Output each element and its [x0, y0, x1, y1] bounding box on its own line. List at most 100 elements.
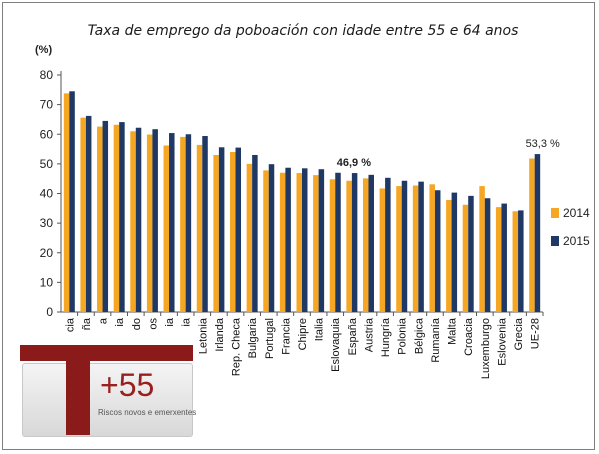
annotations: 46,9 % 53,3 % [337, 138, 560, 169]
bar-2015 [202, 136, 208, 312]
bar-2014 [446, 200, 452, 312]
bar-2015 [385, 177, 391, 312]
bar-2014 [279, 172, 286, 312]
bar-2014 [130, 131, 136, 312]
bar-2014 [412, 185, 419, 312]
bar-2014 [313, 175, 319, 312]
bar-2014 [230, 152, 236, 312]
logo-t-bar [20, 345, 193, 361]
bar-2014 [163, 145, 170, 312]
x-tick-label: a [98, 317, 110, 324]
bar-2014 [180, 136, 186, 312]
logo-tagline: Riscos novos e emerxentes [98, 408, 197, 417]
x-tick-label: cia [64, 317, 76, 332]
x-tick-label: Rumanía [430, 317, 442, 363]
x-tick-label: Austria [363, 317, 375, 352]
x-tick-label: do [131, 318, 143, 330]
bar-2015 [434, 190, 441, 312]
data-label: 46,9 % [337, 157, 371, 169]
bars [63, 91, 541, 313]
x-tick-label: Irlanda [214, 317, 226, 352]
x-tick-label: Croacia [463, 317, 475, 356]
bar-2015 [119, 122, 125, 312]
bar-2014 [512, 211, 519, 312]
y-tick-label: 40 [40, 187, 54, 201]
bar-2015 [218, 147, 225, 312]
bar-2015 [501, 203, 507, 312]
x-tick-label: Malta [447, 317, 459, 345]
bar-2014 [396, 186, 402, 312]
x-tick-label: Polonia [397, 317, 409, 355]
logo-background [22, 363, 193, 437]
x-tick-label: Luxemburgo [480, 318, 492, 379]
bar-2014 [213, 154, 219, 312]
bar-2015 [534, 154, 541, 312]
bar-2014 [63, 93, 70, 313]
bar-2014 [246, 163, 253, 312]
bar-2015 [135, 127, 142, 312]
x-tick-label: ña [81, 317, 93, 330]
bar-2014 [196, 144, 203, 312]
y-tick-label: 10 [40, 275, 54, 289]
x-tick-label: Eslovenia [496, 317, 508, 366]
y-tick-label: 50 [40, 157, 54, 171]
legend-label-2015: 2015 [563, 234, 590, 248]
y-tick-label: 70 [40, 98, 54, 112]
x-tick-label: ia [181, 317, 193, 326]
bar-2015 [169, 133, 175, 312]
bar-2015 [302, 168, 308, 312]
x-tick-label: Chipre [297, 318, 309, 350]
bar-2015 [368, 174, 374, 312]
bar-2015 [102, 120, 109, 312]
bar-2014 [495, 207, 502, 312]
bar-2014 [529, 158, 535, 312]
x-tick-label: Italia [314, 317, 326, 341]
bar-chart: Taxa de emprego da poboación con idade e… [35, 23, 590, 379]
x-tick-label: Hungría [380, 317, 392, 357]
legend-label-2014: 2014 [563, 206, 590, 220]
bar-2014 [296, 173, 302, 312]
bar-2015 [235, 147, 242, 312]
y-tick-label: 20 [40, 246, 54, 260]
y-unit-label: (%) [35, 44, 52, 56]
y-tick-label: 80 [40, 68, 54, 82]
bar-2015 [318, 169, 325, 312]
x-tick-label: Letonia [197, 317, 209, 354]
data-label: 53,3 % [526, 138, 560, 150]
x-tick-label: Bulgaria [247, 317, 259, 358]
bar-2014 [379, 188, 386, 312]
bar-2015 [518, 210, 524, 312]
bar-2015 [401, 180, 408, 312]
bar-2015 [285, 167, 291, 312]
x-tick-label: ia [114, 317, 126, 326]
bar-2014 [462, 204, 469, 312]
legend-swatch-2014 [551, 208, 559, 218]
bar-2014 [329, 179, 336, 312]
y-tick-label: 60 [40, 127, 54, 141]
bar-2014 [263, 170, 269, 312]
bar-2015 [152, 129, 158, 312]
x-tick-label: Portugal [264, 318, 276, 359]
x-tick-label: ia [164, 317, 176, 326]
bar-2014 [429, 184, 435, 312]
bar-2014 [80, 117, 86, 312]
bar-2015 [69, 91, 75, 312]
bar-2015 [185, 134, 192, 312]
x-tick-label: Francia [280, 317, 292, 355]
x-tick-label: Bélgica [413, 317, 425, 354]
bar-2015 [418, 181, 424, 312]
bar-2015 [252, 154, 258, 312]
bar-2014 [97, 126, 103, 312]
bar-2015 [468, 195, 474, 312]
axes: 0 10 20 30 40 50 60 70 80 [40, 68, 544, 319]
x-tick-label: Grecia [513, 317, 525, 350]
legend-swatch-2015 [551, 236, 559, 246]
bar-2015 [85, 115, 92, 312]
logo: +55 Riscos novos e emerxentes [20, 345, 197, 437]
bar-2015 [484, 198, 491, 312]
x-tick-label: España [347, 317, 359, 355]
bar-2015 [268, 164, 275, 312]
logo-t-stem [66, 361, 90, 435]
chart-title: Taxa de emprego da poboación con idade e… [88, 23, 519, 39]
logo-number: +55 [100, 367, 155, 403]
